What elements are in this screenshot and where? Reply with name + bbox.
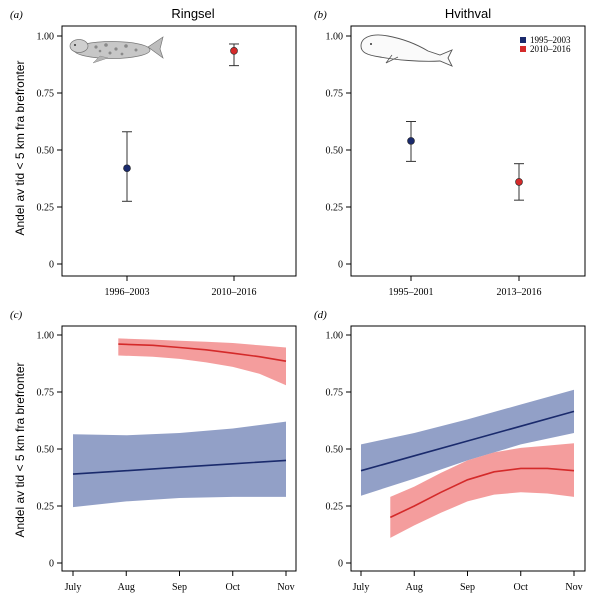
- legend-swatch-1: [520, 37, 526, 43]
- y-tick-label: 0.25: [37, 502, 55, 513]
- series-line: [360, 410, 575, 472]
- y-axis-label-bottom: Andel av tid < 5 km fra brefronter: [13, 362, 27, 537]
- ringed-seal-icon: [69, 36, 164, 64]
- panel-d-y-axis: 0 0.25 0.50 0.75 1.00: [326, 331, 351, 570]
- y-tick-label: 1.00: [37, 32, 55, 43]
- panel-a-label: (a): [10, 9, 23, 21]
- data-point: [122, 131, 132, 202]
- y-tick-label: 0: [49, 559, 54, 570]
- point-marker: [230, 47, 238, 55]
- y-tick-label: 0: [338, 559, 343, 570]
- point-marker: [407, 137, 415, 145]
- panel-b: (b) Hvithval 1995–2003 2010–2016 0 0.25 0.…: [314, 6, 586, 298]
- y-tick-label: 0.50: [37, 445, 55, 456]
- x-tick-label: 2010–2016: [212, 287, 257, 298]
- y-tick-label: 0.75: [37, 388, 55, 399]
- legend-label-1: 1995–2003: [530, 35, 571, 45]
- series-line: [389, 467, 575, 519]
- data-point: [229, 43, 239, 67]
- panel-c-y-axis: 0 0.25 0.50 0.75 1.00: [37, 331, 62, 570]
- x-tick-label: 1995–2001: [389, 287, 434, 298]
- x-tick-label: Sep: [460, 582, 475, 593]
- x-tick-label: 2013–2016: [497, 287, 542, 298]
- y-tick-label: 1.00: [326, 32, 344, 43]
- x-tick-label: 1996–2003: [105, 287, 150, 298]
- series-line: [118, 343, 287, 362]
- panel-a-title: Ringsel: [171, 6, 214, 21]
- y-tick-label: 0.75: [37, 89, 55, 100]
- panel-a-frame: [61, 25, 297, 277]
- panel-a-x-axis: 1996–2003 2010–2016: [105, 276, 257, 298]
- panel-a-points: [122, 43, 239, 202]
- panel-b-points: [406, 121, 524, 201]
- y-tick-label: 0.25: [326, 203, 344, 214]
- x-tick-label: Aug: [406, 582, 423, 593]
- data-point: [514, 163, 524, 201]
- panel-c-lines: [72, 343, 287, 475]
- panel-d: (d) 0 0.25 0.50 0.75 1.00 July Aug Sep Oct Nov: [314, 309, 586, 593]
- panel-d-x-axis: July Aug Sep Oct Nov: [353, 571, 583, 593]
- confidence-band: [73, 421, 286, 508]
- y-tick-label: 0: [49, 260, 54, 271]
- x-tick-label: Oct: [226, 582, 241, 593]
- beluga-whale-icon: [360, 34, 453, 67]
- confidence-band: [118, 338, 286, 386]
- y-tick-label: 0: [338, 260, 343, 271]
- panel-c-label: (c): [10, 309, 23, 321]
- x-tick-label: Nov: [565, 582, 582, 593]
- y-tick-label: 0.75: [326, 388, 344, 399]
- legend-swatch-2: [520, 46, 526, 52]
- x-tick-label: Oct: [514, 582, 529, 593]
- panel-b-label: (b): [314, 9, 327, 21]
- panel-d-lines: [360, 410, 575, 519]
- panel-c-bands: [73, 338, 286, 508]
- x-tick-label: Nov: [277, 582, 294, 593]
- point-marker: [515, 178, 523, 186]
- y-axis-label-top: Andel av tid < 5 km fra brefronter: [13, 60, 27, 235]
- panel-c: (c) 0 0.25 0.50 0.75 1.00 July Aug Sep Oct Nov: [10, 309, 297, 593]
- y-tick-label: 1.00: [326, 331, 344, 342]
- confidence-band: [390, 443, 574, 538]
- y-tick-label: 0.25: [326, 502, 344, 513]
- panel-d-label: (d): [314, 309, 327, 321]
- x-tick-label: Sep: [172, 582, 187, 593]
- x-tick-label: Aug: [118, 582, 135, 593]
- y-tick-label: 0.25: [37, 203, 55, 214]
- y-tick-label: 0.50: [326, 445, 344, 456]
- y-tick-label: 0.50: [37, 146, 55, 157]
- panel-b-y-axis: 0 0.25 0.50 0.75 1.00: [326, 32, 351, 271]
- legend: 1995–2003 2010–2016: [520, 35, 571, 54]
- y-tick-label: 1.00: [37, 331, 55, 342]
- legend-label-2: 2010–2016: [530, 44, 571, 54]
- panel-b-x-axis: 1995–2001 2013–2016: [389, 276, 542, 298]
- panel-d-bands: [361, 389, 574, 538]
- y-tick-label: 0.75: [326, 89, 344, 100]
- point-marker: [123, 164, 131, 173]
- panel-a-y-axis: 0 0.25 0.50 0.75 1.00: [37, 32, 62, 271]
- series-line: [72, 459, 287, 475]
- panel-b-title: Hvithval: [445, 6, 491, 21]
- x-tick-label: July: [65, 582, 82, 593]
- x-tick-label: July: [353, 582, 370, 593]
- panel-a: (a) Ringsel 0 0.25 0.50 0.75 1.00 1996–2003 2…: [10, 6, 297, 298]
- y-tick-label: 0.50: [326, 146, 344, 157]
- data-point: [406, 121, 416, 162]
- panel-c-x-axis: July Aug Sep Oct Nov: [65, 571, 295, 593]
- panel-b-frame: [350, 25, 586, 277]
- confidence-band: [361, 389, 574, 496]
